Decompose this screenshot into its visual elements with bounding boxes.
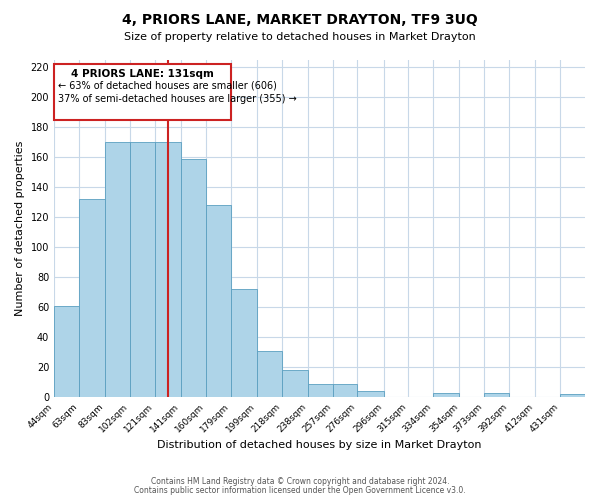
Bar xyxy=(130,142,155,398)
Bar xyxy=(206,206,230,398)
Bar xyxy=(230,290,257,398)
Bar xyxy=(560,394,585,398)
Bar xyxy=(433,393,460,398)
Bar xyxy=(181,159,206,398)
Bar xyxy=(281,370,308,398)
Text: Contains public sector information licensed under the Open Government Licence v3: Contains public sector information licen… xyxy=(134,486,466,495)
Bar xyxy=(54,306,79,398)
Bar xyxy=(332,384,358,398)
Text: ← 63% of detached houses are smaller (606): ← 63% of detached houses are smaller (60… xyxy=(58,81,277,91)
Text: 4 PRIORS LANE: 131sqm: 4 PRIORS LANE: 131sqm xyxy=(71,69,214,79)
Bar xyxy=(358,392,383,398)
Bar xyxy=(257,351,281,398)
Bar xyxy=(79,200,105,398)
Bar xyxy=(308,384,332,398)
Text: Size of property relative to detached houses in Market Drayton: Size of property relative to detached ho… xyxy=(124,32,476,42)
Text: Contains HM Land Registry data © Crown copyright and database right 2024.: Contains HM Land Registry data © Crown c… xyxy=(151,477,449,486)
Text: 37% of semi-detached houses are larger (355) →: 37% of semi-detached houses are larger (… xyxy=(58,94,297,104)
Y-axis label: Number of detached properties: Number of detached properties xyxy=(15,141,25,316)
Bar xyxy=(484,393,509,398)
FancyBboxPatch shape xyxy=(54,64,230,120)
X-axis label: Distribution of detached houses by size in Market Drayton: Distribution of detached houses by size … xyxy=(157,440,482,450)
Bar xyxy=(105,142,130,398)
Bar xyxy=(155,142,181,398)
Text: 4, PRIORS LANE, MARKET DRAYTON, TF9 3UQ: 4, PRIORS LANE, MARKET DRAYTON, TF9 3UQ xyxy=(122,12,478,26)
